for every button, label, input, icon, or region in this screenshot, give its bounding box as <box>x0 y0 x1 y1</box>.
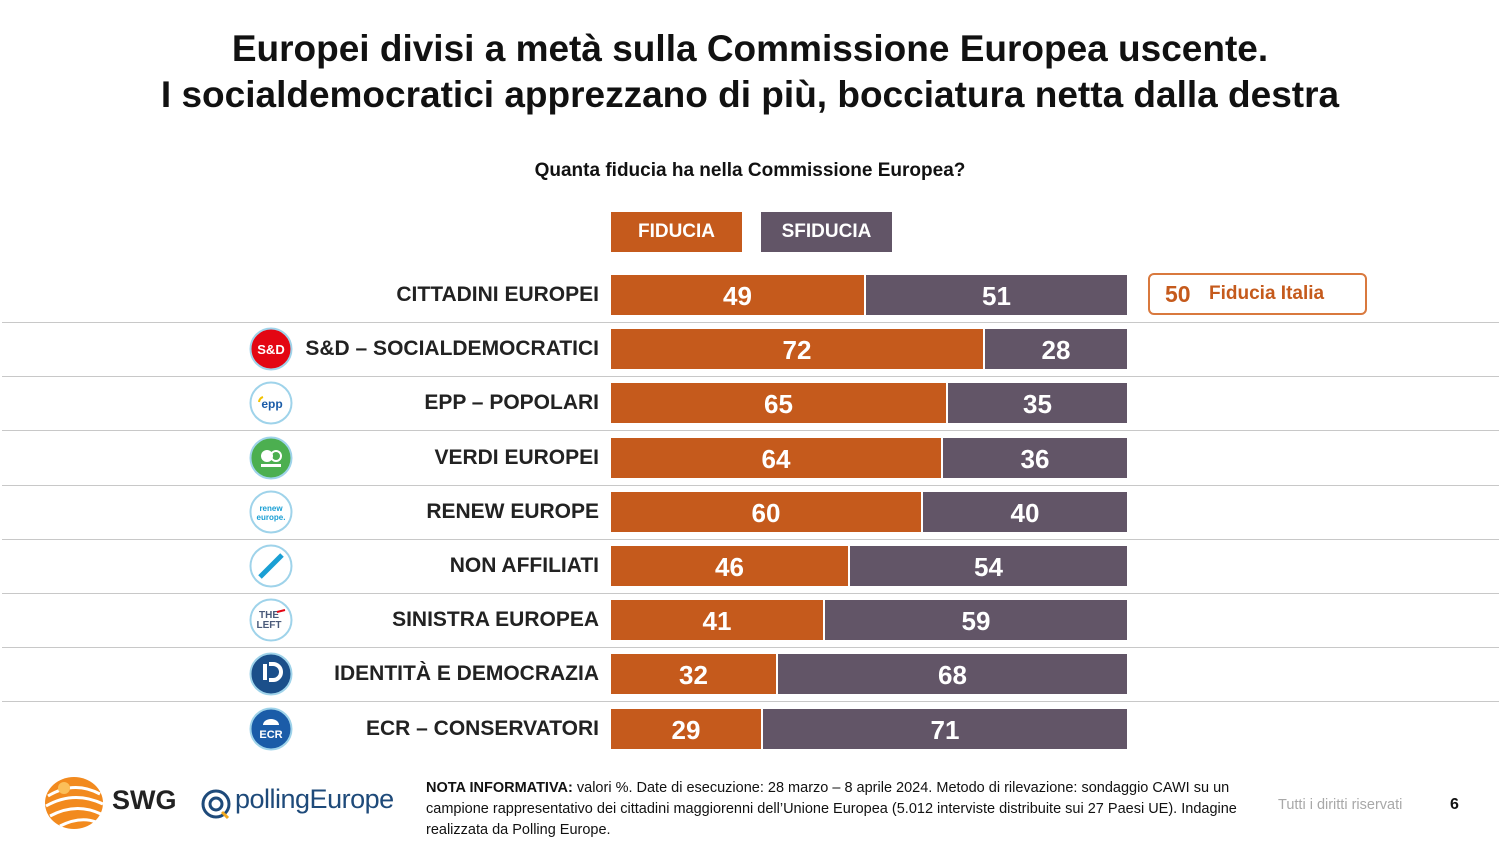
note-text: valori %. Date di esecuzione: 28 marzo –… <box>426 780 1237 838</box>
bar-fiducia: 72 <box>611 329 983 369</box>
swg-brand: SWG <box>112 785 177 815</box>
bar-fiducia: 41 <box>611 600 823 640</box>
bar-sfiducia: 40 <box>921 492 1127 532</box>
svg-text:europe.: europe. <box>257 513 286 522</box>
page-title: Europei divisi a metà sulla Commissione … <box>0 26 1500 118</box>
legend-fiducia: FIDUCIA <box>611 212 742 252</box>
polling-europe-icon <box>201 789 231 820</box>
svg-text:THE: THE <box>259 610 279 621</box>
swg-globe-logo <box>45 777 104 829</box>
row-divider <box>2 539 1499 540</box>
row-divider <box>2 593 1499 594</box>
bar-sfiducia: 71 <box>761 709 1127 749</box>
row-divider <box>2 485 1499 486</box>
epp-logo: epp <box>249 381 293 425</box>
bar-fiducia: 49 <box>611 275 864 315</box>
category-label: RENEW EUROPE <box>426 500 599 523</box>
category-label: NON AFFILIATI <box>449 554 599 577</box>
category-label: S&D – SOCIALDEMOCRATICI <box>305 337 599 360</box>
rights-text: Tutti i diritti riservati <box>1278 797 1403 813</box>
bar-fiducia: 64 <box>611 438 941 478</box>
chart-question: Quanta fiducia ha nella Commissione Euro… <box>534 160 966 181</box>
legend-sfiducia: SFIDUCIA <box>761 212 892 252</box>
page-number: 6 <box>1450 796 1459 813</box>
bar-fiducia: 46 <box>611 546 848 586</box>
non-affiliated-logo <box>249 544 293 588</box>
italia-annotation: 50 Fiducia Italia <box>1148 273 1367 315</box>
sd-logo: S&D <box>249 327 293 371</box>
category-label: IDENTITÀ E DEMOCRAZIA <box>334 662 599 685</box>
greens-logo <box>249 436 293 480</box>
bar-sfiducia: 51 <box>864 275 1127 315</box>
bar-sfiducia: 35 <box>946 383 1127 423</box>
category-label: EPP – POPOLARI <box>424 391 599 414</box>
category-label: ECR – CONSERVATORI <box>366 717 599 740</box>
row-divider <box>2 322 1499 323</box>
category-label: SINISTRA EUROPEA <box>392 608 599 631</box>
row-divider <box>2 430 1499 431</box>
footer-note: NOTA INFORMATIVA: valori %. Date di esec… <box>426 778 1256 841</box>
polling-europe-brand: pollingEurope <box>235 784 394 814</box>
row-divider <box>2 701 1499 702</box>
italia-label: Fiducia Italia <box>1209 283 1325 304</box>
bar-fiducia: 32 <box>611 654 776 694</box>
category-label: VERDI EUROPEI <box>434 446 599 469</box>
bar-fiducia: 29 <box>611 709 761 749</box>
ecr-logo: ECR <box>249 707 293 751</box>
bar-sfiducia: 54 <box>848 546 1127 586</box>
row-divider <box>2 376 1499 377</box>
svg-text:LEFT: LEFT <box>257 620 282 631</box>
title-line-1: Europei divisi a metà sulla Commissione … <box>231 28 1269 69</box>
bar-fiducia: 65 <box>611 383 946 423</box>
bar-sfiducia: 68 <box>776 654 1127 694</box>
bar-sfiducia: 36 <box>941 438 1127 478</box>
bar-sfiducia: 28 <box>983 329 1127 369</box>
title-line-2: I socialdemocratici apprezzano di più, b… <box>160 74 1340 115</box>
note-label: NOTA INFORMATIVA: <box>426 780 573 796</box>
bar-sfiducia: 59 <box>823 600 1127 640</box>
svg-text:S&D: S&D <box>257 342 284 357</box>
svg-text:epp: epp <box>261 397 282 411</box>
svg-text:renew: renew <box>259 504 283 513</box>
row-divider <box>2 647 1499 648</box>
italia-value: 50 <box>1165 281 1191 307</box>
bar-fiducia: 60 <box>611 492 921 532</box>
id-logo <box>249 652 293 696</box>
category-label: CITTADINI EUROPEI <box>396 283 599 306</box>
svg-text:ECR: ECR <box>259 729 282 741</box>
